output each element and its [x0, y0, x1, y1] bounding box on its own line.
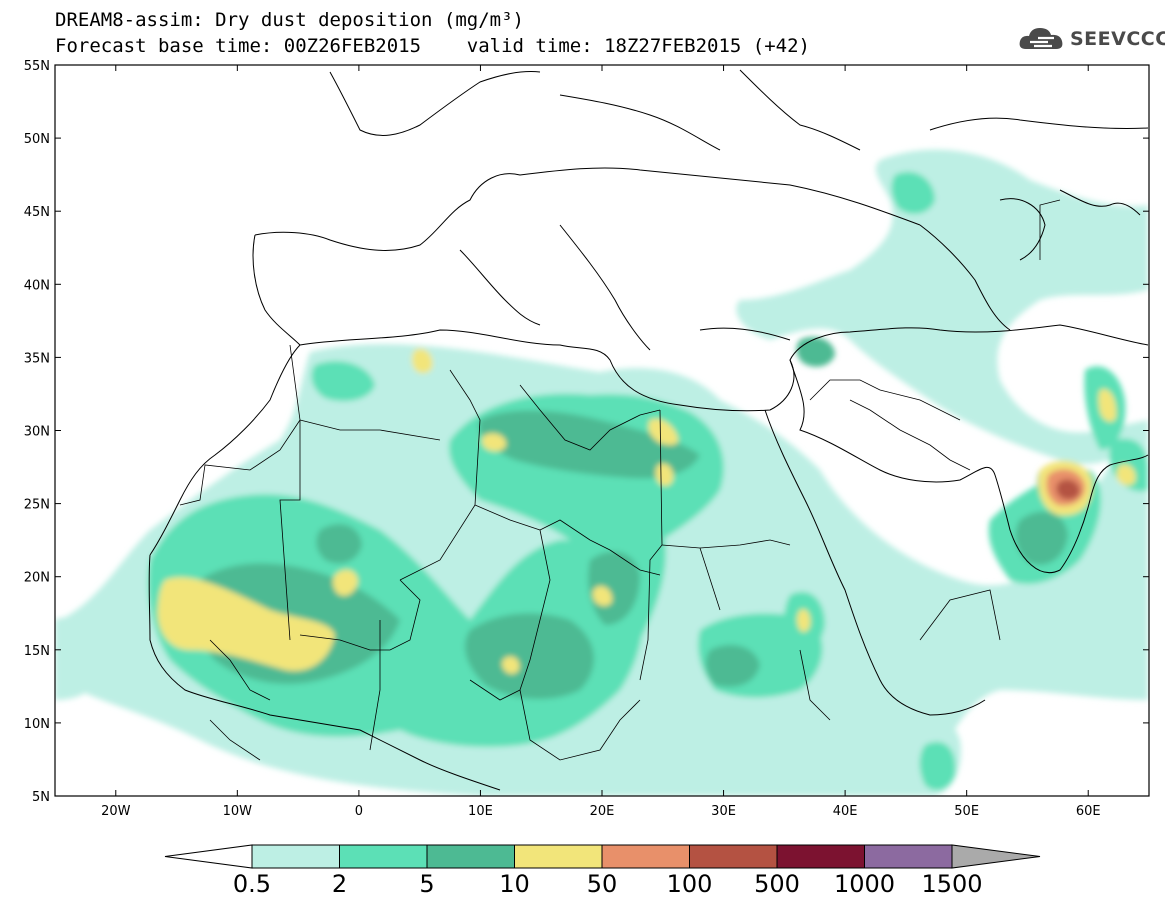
dust-level-10-region: [332, 569, 358, 596]
colorbar-segment: [864, 844, 953, 869]
coastlines: [148, 69, 1149, 791]
lon-label: 30E: [711, 804, 736, 819]
dust-level-5-region: [588, 551, 640, 625]
colorbar-label: 10: [499, 870, 530, 898]
logo-text: SEEVCCC: [1070, 28, 1165, 50]
lon-label: 20W: [101, 804, 131, 819]
dust-level-2-region: [919, 741, 956, 791]
lat-label: 15N: [24, 644, 50, 659]
lat-label: 30N: [24, 425, 50, 440]
country-borders: [179, 199, 1061, 761]
colorbar-label: 1000: [834, 870, 895, 898]
dust-level-10-region: [481, 433, 507, 452]
dust-level-100-region: [1056, 479, 1080, 500]
dust-level-5-region: [796, 336, 835, 367]
colorbar-label: 500: [754, 870, 800, 898]
lat-label: 45N: [24, 205, 50, 220]
lat-label: 20N: [24, 571, 50, 586]
lat-label: 25N: [24, 498, 50, 513]
lat-label: 50N: [24, 132, 50, 147]
colorbar-high-arrow: [951, 844, 1041, 869]
colorbar-label: 100: [667, 870, 713, 898]
colorbar: 0.5 2 5 10 50 100 500 1000 1500: [164, 844, 1041, 898]
colorbar-segment: [251, 844, 340, 869]
lon-label: 60E: [1076, 804, 1101, 819]
dust-level-2-region: [311, 361, 375, 402]
dust-level-0-5-region: [55, 617, 101, 700]
colorbar-segment: [426, 844, 515, 869]
lat-label: 10N: [24, 717, 50, 732]
forecast-times: Forecast base time: 00Z26FEB2015 valid t…: [55, 35, 810, 57]
lon-label: 10E: [468, 804, 493, 819]
colorbar-label: 0.5: [233, 870, 271, 898]
dust-level-10-region: [592, 585, 613, 606]
latitude-axis: 55N 50N 45N 40N 35N 30N 25N 20N 15N 10N 5N: [24, 59, 1149, 805]
lon-label: 0: [355, 804, 363, 819]
dust-level-10-region: [796, 608, 811, 632]
lat-label: 35N: [24, 351, 50, 366]
dust-level-5-region: [479, 410, 700, 479]
dust-level-2-region: [891, 171, 935, 214]
colorbar-segment: [776, 844, 865, 869]
lat-label: 40N: [24, 278, 50, 293]
dust-level-5-region: [316, 524, 362, 564]
colorbar-segment: [601, 844, 690, 869]
dust-level-10-region: [655, 463, 674, 486]
dust-level-5-region: [465, 613, 594, 700]
lon-label: 50E: [954, 804, 979, 819]
lon-label: 20E: [590, 804, 615, 819]
dust-level-0-5-region: [736, 149, 1148, 464]
dust-field: [55, 69, 1149, 796]
dust-level-5-region: [705, 645, 760, 687]
dust-level-10-region: [411, 348, 433, 374]
colorbar-label: 50: [587, 870, 618, 898]
dust-level-10-region: [157, 577, 335, 671]
colorbar-label: 1500: [921, 870, 982, 898]
colorbar-label: 5: [419, 870, 434, 898]
lon-label: 40E: [833, 804, 858, 819]
seevccc-logo: SEEVCCC: [1018, 24, 1165, 54]
cloud-icon: [1019, 28, 1063, 49]
colorbar-label: 2: [332, 870, 347, 898]
dust-level-5-region: [1015, 511, 1068, 565]
dust-level-10-region: [1098, 389, 1117, 422]
colorbar-segment: [339, 844, 428, 869]
map-title: DREAM8-assim: Dry dust deposition (mg/m³…: [55, 9, 524, 31]
lat-label: 55N: [24, 59, 50, 74]
colorbar-low-arrow: [164, 844, 253, 869]
colorbar-segment: [689, 844, 778, 869]
dust-level-10-region: [648, 418, 679, 446]
lon-label: 10W: [223, 804, 253, 819]
colorbar-segment: [514, 844, 603, 869]
longitude-axis: 20W 10W 0 10E 20E 30E 40E 50E 60E: [101, 65, 1101, 819]
dust-level-10-region: [501, 656, 520, 674]
dust-level-10-region: [1116, 464, 1136, 486]
lat-label: 5N: [32, 790, 50, 805]
